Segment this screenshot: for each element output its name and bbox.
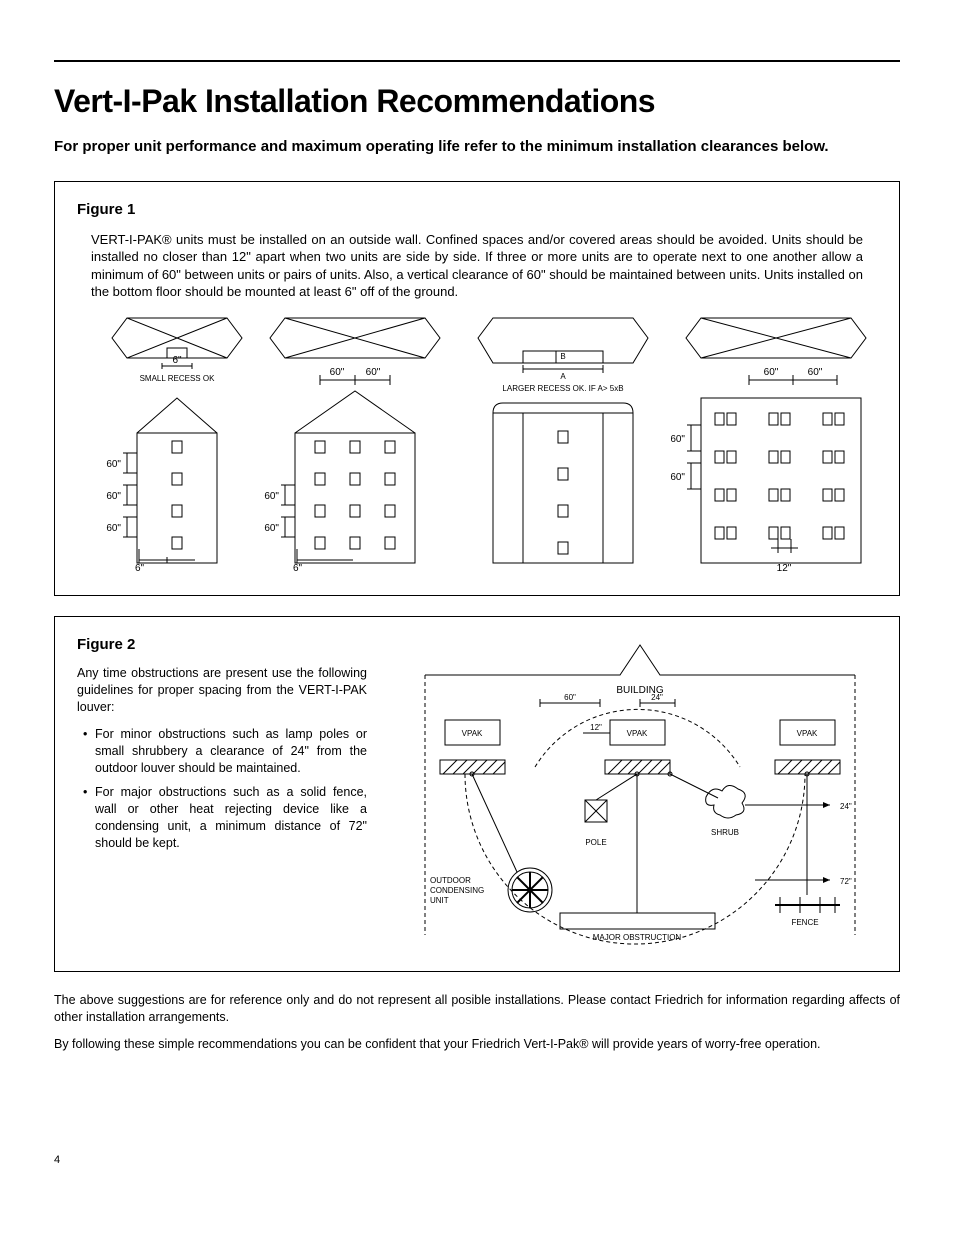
d3-B: B [560, 352, 565, 361]
diagram-3: B A LARGER RECESS OK. IF A> 5xB [463, 313, 663, 573]
d1-row1: 60" [106, 491, 121, 502]
footer-p2: By following these simple recommendation… [54, 1036, 900, 1053]
f2-72: 72" [840, 877, 852, 886]
d2-t0: 60" [330, 367, 345, 378]
figure1-box: Figure 1 VERT-I-PAK® units must be insta… [54, 181, 900, 595]
figure2-text-col: Figure 2 Any time obstructions are prese… [77, 635, 367, 950]
page-title: Vert-I-Pak Installation Recommendations [54, 80, 900, 123]
d4-bottom: 12" [777, 563, 792, 573]
figure1-title: Figure 1 [77, 200, 877, 220]
figure2-intro: Any time obstructions are present use th… [77, 665, 367, 716]
diagram-4: 60" 60" [671, 313, 881, 573]
d2-t1: 60" [366, 367, 381, 378]
f2-24: 24" [651, 693, 663, 702]
figure1-diagrams: 6" SMALL RECESS OK 60" 60" [77, 313, 877, 573]
f2-fence: FENCE [791, 918, 818, 927]
figure2-diagram: BUILDING 60" 24" VPAK VPAK VPAK 12" [385, 635, 877, 950]
f2-shrub: SHRUB [711, 828, 739, 837]
f2-major: MAJOR OBSTRUCTION [593, 933, 682, 942]
f2-vpak2: VPAK [797, 729, 818, 738]
f2-24b: 24" [840, 802, 852, 811]
d4-t0: 60" [764, 367, 779, 378]
d4-t1: 60" [808, 367, 823, 378]
figure2-title: Figure 2 [77, 635, 367, 655]
page-subhead: For proper unit performance and maximum … [54, 137, 900, 157]
f2-vpak0: VPAK [462, 729, 483, 738]
figure2-bullet-0: For minor obstructions such as lamp pole… [77, 726, 367, 777]
diagram-2: 60" 60" 60" 60" 6 [255, 313, 455, 573]
d1-topdim: 6" [172, 355, 182, 366]
d1-bottom: 6" [135, 563, 145, 573]
d2-bottom: 6" [293, 563, 303, 573]
diagram-1: 6" SMALL RECESS OK 60" 60" [77, 313, 247, 573]
f2-12: 12" [590, 723, 602, 732]
figure2-bullet-1: For major obstructions such as a solid f… [77, 784, 367, 852]
figure2-box: Figure 2 Any time obstructions are prese… [54, 616, 900, 973]
d1-row0: 60" [106, 459, 121, 470]
f2-outdoor3: UNIT [430, 896, 449, 905]
d3-caption: LARGER RECESS OK. IF A> 5xB [502, 384, 623, 393]
top-rule [54, 60, 900, 62]
f2-outdoor2: CONDENSING [430, 886, 484, 895]
d2-row1: 60" [264, 523, 279, 534]
d2-row0: 60" [264, 491, 279, 502]
d4-row1: 60" [671, 472, 685, 483]
f2-vpak1: VPAK [627, 729, 648, 738]
d4-row0: 60" [671, 434, 685, 445]
f2-outdoor1: OUTDOOR [430, 876, 471, 885]
f2-pole: POLE [585, 838, 606, 847]
page-number: 4 [54, 1153, 900, 1168]
figure1-text: VERT-I-PAK® units must be installed on a… [77, 231, 877, 301]
d1-row2: 60" [106, 523, 121, 534]
d1-caption: SMALL RECESS OK [140, 374, 216, 383]
footer-p1: The above suggestions are for reference … [54, 992, 900, 1026]
f2-60: 60" [564, 693, 576, 702]
d3-A: A [560, 372, 566, 381]
